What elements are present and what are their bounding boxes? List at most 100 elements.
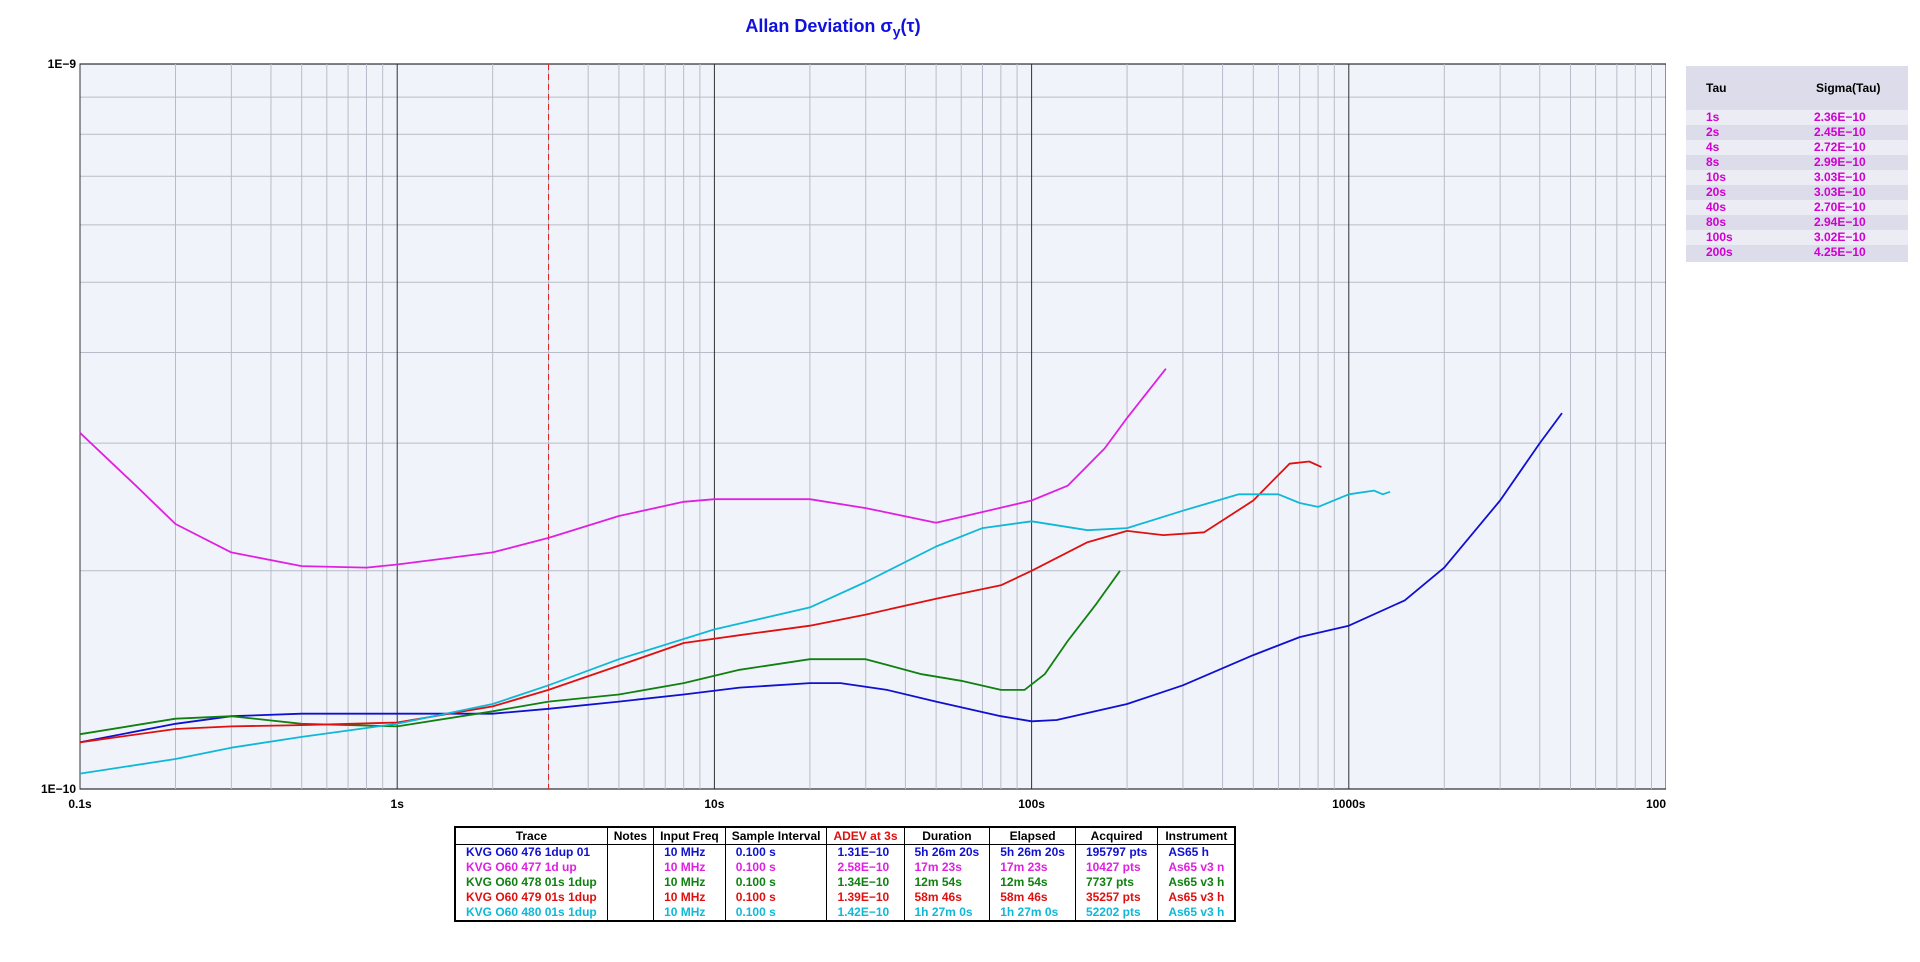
table-cell: 1.31E−10 bbox=[826, 844, 905, 860]
table-row: KVG O60 478 01s 1dup 10 MHz 0.100 s 1.34E−1… bbox=[454, 875, 1236, 890]
table-cell: 52202 pts bbox=[1074, 905, 1159, 921]
tau-row: 2s 2.45E−10 bbox=[1686, 125, 1908, 140]
column-header: Duration bbox=[903, 826, 991, 845]
table-cell: 1.34E−10 bbox=[826, 875, 905, 890]
tau-value: 20s bbox=[1706, 185, 1727, 199]
plot-area bbox=[79, 63, 1666, 790]
table-cell: KVG O60 478 01s 1dup bbox=[454, 875, 608, 890]
table-cell: 12m 54s bbox=[989, 875, 1076, 890]
tau-value: 4s bbox=[1706, 140, 1720, 154]
title-subscript: y bbox=[892, 23, 901, 40]
table-cell: 0.100 s bbox=[724, 890, 828, 905]
table-cell: 7737 pts bbox=[1074, 875, 1159, 890]
chart-title: Allan Deviation σy(τ) bbox=[0, 16, 1666, 40]
tau-row: 40s 2.70E−10 bbox=[1686, 200, 1908, 215]
table-cell: 2.58E−10 bbox=[826, 860, 905, 875]
adev-plot: 0.1s 1s 10s 100s 1000s 10000s 1E−10 1E−9 bbox=[41, 57, 1666, 811]
table-cell: 0.100 s bbox=[724, 860, 828, 875]
table-row: KVG O60 479 01s 1dup 10 MHz 0.100 s 1.39E−1… bbox=[454, 890, 1236, 905]
column-header: Elapsed bbox=[989, 826, 1076, 845]
table-cell bbox=[606, 875, 655, 890]
sigma-value: 2.70E−10 bbox=[1814, 200, 1866, 214]
tau-value: 8s bbox=[1706, 155, 1720, 169]
y-tick-label: 1E−10 bbox=[41, 782, 76, 796]
table-cell: As65 v3 n bbox=[1157, 860, 1236, 875]
table-cell: KVG O60 479 01s 1dup bbox=[454, 890, 608, 905]
table-cell: 35257 pts bbox=[1074, 890, 1159, 905]
sigma-value: 4.25E−10 bbox=[1814, 245, 1866, 259]
table-cell: 10427 pts bbox=[1074, 860, 1159, 875]
table-cell: 12m 54s bbox=[903, 875, 991, 890]
x-tick-label: 1000s bbox=[1332, 797, 1366, 811]
tau-value: 10s bbox=[1706, 170, 1727, 184]
table-cell bbox=[606, 905, 655, 921]
column-header: Acquired bbox=[1074, 826, 1159, 845]
x-tick-label: 10s bbox=[704, 797, 724, 811]
table-cell: 10 MHz bbox=[653, 905, 726, 921]
table-cell: 10 MHz bbox=[653, 860, 726, 875]
tau-value: 2s bbox=[1706, 125, 1720, 139]
column-header: Notes bbox=[606, 826, 655, 845]
tau-row: 100s 3.02E−10 bbox=[1686, 230, 1908, 245]
table-cell: KVG O60 476 1dup 01 bbox=[454, 844, 608, 860]
table-cell bbox=[606, 860, 655, 875]
tau-row: 1s 2.36E−10 bbox=[1686, 110, 1908, 125]
table-cell: 10 MHz bbox=[653, 875, 726, 890]
title-suffix: (τ) bbox=[900, 16, 921, 36]
tau-row: 10s 3.03E−10 bbox=[1686, 170, 1908, 185]
table-cell: As65 v3 h bbox=[1157, 905, 1236, 921]
y-tick-label: 1E−9 bbox=[48, 57, 77, 71]
column-header: Input Freq bbox=[653, 826, 726, 845]
column-header: Trace bbox=[454, 826, 608, 845]
table-cell: As65 v3 h bbox=[1157, 875, 1236, 890]
tau-value: 100s bbox=[1706, 230, 1733, 244]
table-cell: 5h 26m 20s bbox=[989, 844, 1076, 860]
x-tick-label: 1s bbox=[391, 797, 405, 811]
table-cell: 1h 27m 0s bbox=[989, 905, 1076, 921]
x-tick-label: 10000s bbox=[1646, 797, 1666, 811]
sigma-value: 3.03E−10 bbox=[1814, 170, 1866, 184]
table-cell: KVG O60 480 01s 1dup bbox=[454, 905, 608, 921]
table-cell: 5h 26m 20s bbox=[903, 844, 991, 860]
tau-row: 20s 3.03E−10 bbox=[1686, 185, 1908, 200]
tau-value: 200s bbox=[1706, 245, 1733, 259]
table-row: KVG O60 480 01s 1dup 10 MHz 0.100 s 1.42E−1… bbox=[454, 905, 1236, 921]
table-cell bbox=[606, 890, 655, 905]
tau-value: 80s bbox=[1706, 215, 1727, 229]
table-cell: 1h 27m 0s bbox=[903, 905, 991, 921]
trace-table: Trace Notes Input Freq Sample Interval ADEV … bbox=[454, 826, 1237, 922]
tau-row: 200s 4.25E−10 bbox=[1686, 245, 1908, 260]
sigma-value: 2.94E−10 bbox=[1814, 215, 1866, 229]
table-cell: 10 MHz bbox=[653, 890, 726, 905]
table-row: KVG O60 477 1d up 10 MHz 0.100 s 2.58E−10 17… bbox=[454, 860, 1236, 875]
tau-value: 40s bbox=[1706, 200, 1727, 214]
sigma-value: 2.99E−10 bbox=[1814, 155, 1866, 169]
table-cell: 1.42E−10 bbox=[826, 905, 905, 921]
tau-row: 8s 2.99E−10 bbox=[1686, 155, 1908, 170]
table-cell: As65 v3 h bbox=[1157, 890, 1236, 905]
table-row: KVG O60 476 1dup 01 10 MHz 0.100 s 1.31E−10… bbox=[454, 844, 1236, 860]
x-tick-label: 100s bbox=[1018, 797, 1045, 811]
sigma-header: Sigma(Tau) bbox=[1816, 81, 1881, 95]
table-cell: AS65 h bbox=[1157, 844, 1236, 860]
tau-row: 4s 2.72E−10 bbox=[1686, 140, 1908, 155]
series-line-1 bbox=[79, 412, 1563, 744]
sigma-value: 3.03E−10 bbox=[1814, 185, 1866, 199]
table-cell: 0.100 s bbox=[724, 905, 828, 921]
table-cell: 17m 23s bbox=[989, 860, 1076, 875]
table-cell: 58m 46s bbox=[903, 890, 991, 905]
tau-table-header: Tau Sigma(Tau) bbox=[1686, 66, 1908, 110]
table-cell: 0.100 s bbox=[724, 844, 828, 860]
table-cell: 1.39E−10 bbox=[826, 890, 905, 905]
table-cell: 0.100 s bbox=[724, 875, 828, 890]
sigma-value: 3.02E−10 bbox=[1814, 230, 1866, 244]
sigma-value: 2.72E−10 bbox=[1814, 140, 1866, 154]
series-line-5 bbox=[79, 489, 1391, 775]
table-cell: 195797 pts bbox=[1074, 844, 1159, 860]
series-line-2 bbox=[79, 368, 1167, 569]
title-main: Allan Deviation σ bbox=[745, 16, 893, 36]
table-cell: KVG O60 477 1d up bbox=[454, 860, 608, 875]
table-cell: 10 MHz bbox=[653, 844, 726, 860]
sigma-value: 2.36E−10 bbox=[1814, 110, 1866, 124]
table-cell: 58m 46s bbox=[989, 890, 1076, 905]
